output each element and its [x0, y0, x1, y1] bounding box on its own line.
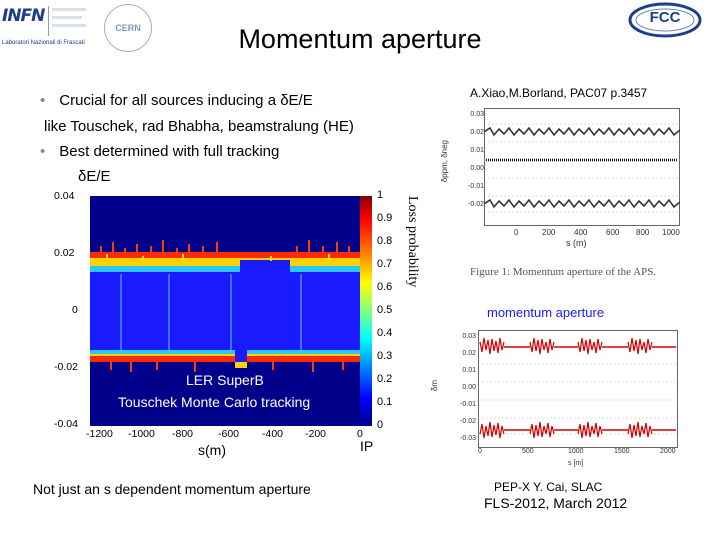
footer-event: FLS-2012, March 2012	[484, 495, 628, 511]
pepx-lower-curve-2	[529, 421, 555, 439]
heatmap-ytick: 0	[72, 304, 78, 316]
aps-ytick: 0.01	[470, 147, 484, 154]
bullet-2: • Best determined with full tracking	[40, 139, 279, 165]
pepx-lower-curve-3	[577, 421, 603, 439]
cern-logo: CERN	[104, 4, 152, 52]
colorbar-tick: 0.1	[377, 396, 393, 408]
ip-label: IP	[360, 438, 374, 454]
bullet-1: • Crucial for all sources inducing a δE/E	[40, 88, 313, 114]
colorbar-tick: 0.5	[377, 304, 393, 316]
pepx-ylabel: δm	[430, 380, 439, 392]
colorbar-tick: 1	[377, 189, 384, 201]
pepx-ytick: -0.01	[460, 401, 476, 408]
infn-logo-text: INFN	[2, 6, 45, 26]
aps-xtick: 800	[636, 228, 650, 237]
aps-xtick: 200	[542, 228, 556, 237]
heatmap-xtick: -400	[262, 428, 284, 440]
pepx-upper-curve-3	[577, 337, 603, 355]
aps-caption: Figure 1: Momentum aperture of the APS.	[470, 266, 657, 278]
colorbar-tick: 0.9	[377, 212, 393, 224]
colorbar-tick: 0.7	[377, 258, 393, 270]
infn-logo-detail	[52, 8, 92, 27]
bullet-dot: •	[40, 92, 46, 109]
aps-ytick: -0.02	[468, 201, 484, 208]
pepx-xtick: 2000	[660, 448, 676, 455]
heatmap-ytick: 0.04	[54, 190, 75, 202]
fcc-logo: FCC	[628, 2, 702, 38]
pepx-ytick: 0.01	[462, 367, 476, 374]
aps-ytick: -0.01	[468, 183, 484, 190]
heatmap-plot	[90, 196, 360, 426]
aps-xlabel: s (m)	[566, 238, 587, 248]
aps-ylabel: δppm, δneg	[440, 140, 449, 183]
heatmap-ytick: -0.04	[54, 418, 78, 430]
caption-left: Not just an s dependent momentum apertur…	[33, 481, 311, 497]
aps-xtick: 1000	[662, 228, 680, 237]
aps-yticks: 0.03 0.02 0.01 0.00 -0.01 -0.02	[456, 106, 484, 214]
pepx-ytick: -0.02	[460, 418, 476, 425]
aps-xtick: 400	[574, 228, 588, 237]
heatmap-xtick: -200	[305, 428, 327, 440]
heatmap-xtick: -800	[172, 428, 194, 440]
pepx-xtick: 500	[522, 448, 534, 455]
aps-xtick: 600	[606, 228, 620, 237]
bullet-2-text: Best determined with full tracking	[59, 143, 280, 160]
aps-plot	[484, 108, 680, 226]
pepx-plot	[478, 330, 678, 448]
heatmap-ytick: -0.02	[54, 361, 78, 373]
aps-lower-curve	[484, 198, 680, 209]
pepx-upper-curve-2	[529, 337, 555, 355]
pepx-title: momentum aperture	[487, 305, 605, 320]
infn-logo-subtitle: Laboratori Nazionali di Frascati	[2, 40, 85, 46]
bullet-dot: •	[40, 143, 46, 160]
colorbar-title: Loss probability	[405, 196, 420, 288]
heatmap-overlay-subtitle: Touschek Monte Carlo tracking	[118, 394, 311, 410]
colorbar-tick: 0.4	[377, 327, 393, 339]
heatmap-xlabel: s(m)	[198, 442, 226, 458]
colorbar-tick: 0	[377, 419, 384, 431]
aps-ytick: 0.03	[470, 111, 484, 118]
pepx-ytick: 0.00	[462, 384, 476, 391]
infn-logo-divider	[48, 6, 69, 36]
colorbar	[360, 196, 372, 426]
heatmap-overlay-title: LER SuperB	[186, 372, 264, 388]
pepx-xtick: 1500	[614, 448, 630, 455]
fcc-logo-text: FCC	[649, 9, 681, 26]
footer-author: PEP-X Y. Cai, SLAC	[494, 480, 603, 494]
pepx-xlabel: s [m]	[568, 460, 584, 467]
heatmap-xtick: -1000	[128, 428, 155, 440]
pepx-lower-curve-4	[627, 421, 653, 439]
colorbar-tick: 0.8	[377, 235, 393, 247]
pepx-ytick: 0.02	[462, 350, 476, 357]
pepx-xtick: 0	[478, 448, 482, 455]
pepx-lower-curve-1	[479, 421, 505, 439]
aps-xtick: 0	[514, 228, 519, 237]
infn-logo: INFN Laboratori Nazionali di Frascati	[2, 2, 85, 50]
aps-ytick: 0.02	[470, 129, 484, 136]
bullet-1-text: Crucial for all sources inducing a δE/E	[59, 92, 313, 109]
delta-label: δE/E	[78, 168, 111, 185]
pepx-yticks: 0.03 0.02 0.01 0.00 -0.01 -0.02 -0.03	[448, 328, 476, 447]
heatmap-xtick: -600	[218, 428, 240, 440]
bullet-1-continuation: like Touschek, rad Bhabha, beamstralung …	[44, 118, 354, 135]
pepx-upper-curve-1	[479, 337, 505, 355]
colorbar-tick: 0.6	[377, 281, 393, 293]
cern-logo-text: CERN	[115, 23, 141, 33]
pepx-ytick: 0.03	[462, 333, 476, 340]
heatmap-xtick: -1200	[86, 428, 113, 440]
pepx-ytick: -0.03	[460, 435, 476, 442]
aps-upper-curve	[484, 126, 680, 137]
reference-citation: A.Xiao,M.Borland, PAC07 p.3457	[470, 86, 648, 100]
aps-ytick: 0.00	[470, 165, 484, 172]
colorbar-tick: 0.2	[377, 373, 393, 385]
heatmap-xtick: 0	[357, 428, 363, 440]
pepx-upper-curve-4	[627, 337, 653, 355]
slide-title: Momentum aperture	[238, 24, 482, 54]
colorbar-tick: 0.3	[377, 350, 393, 362]
heatmap-ytick: 0.02	[54, 247, 75, 259]
pepx-xtick: 1000	[568, 448, 584, 455]
